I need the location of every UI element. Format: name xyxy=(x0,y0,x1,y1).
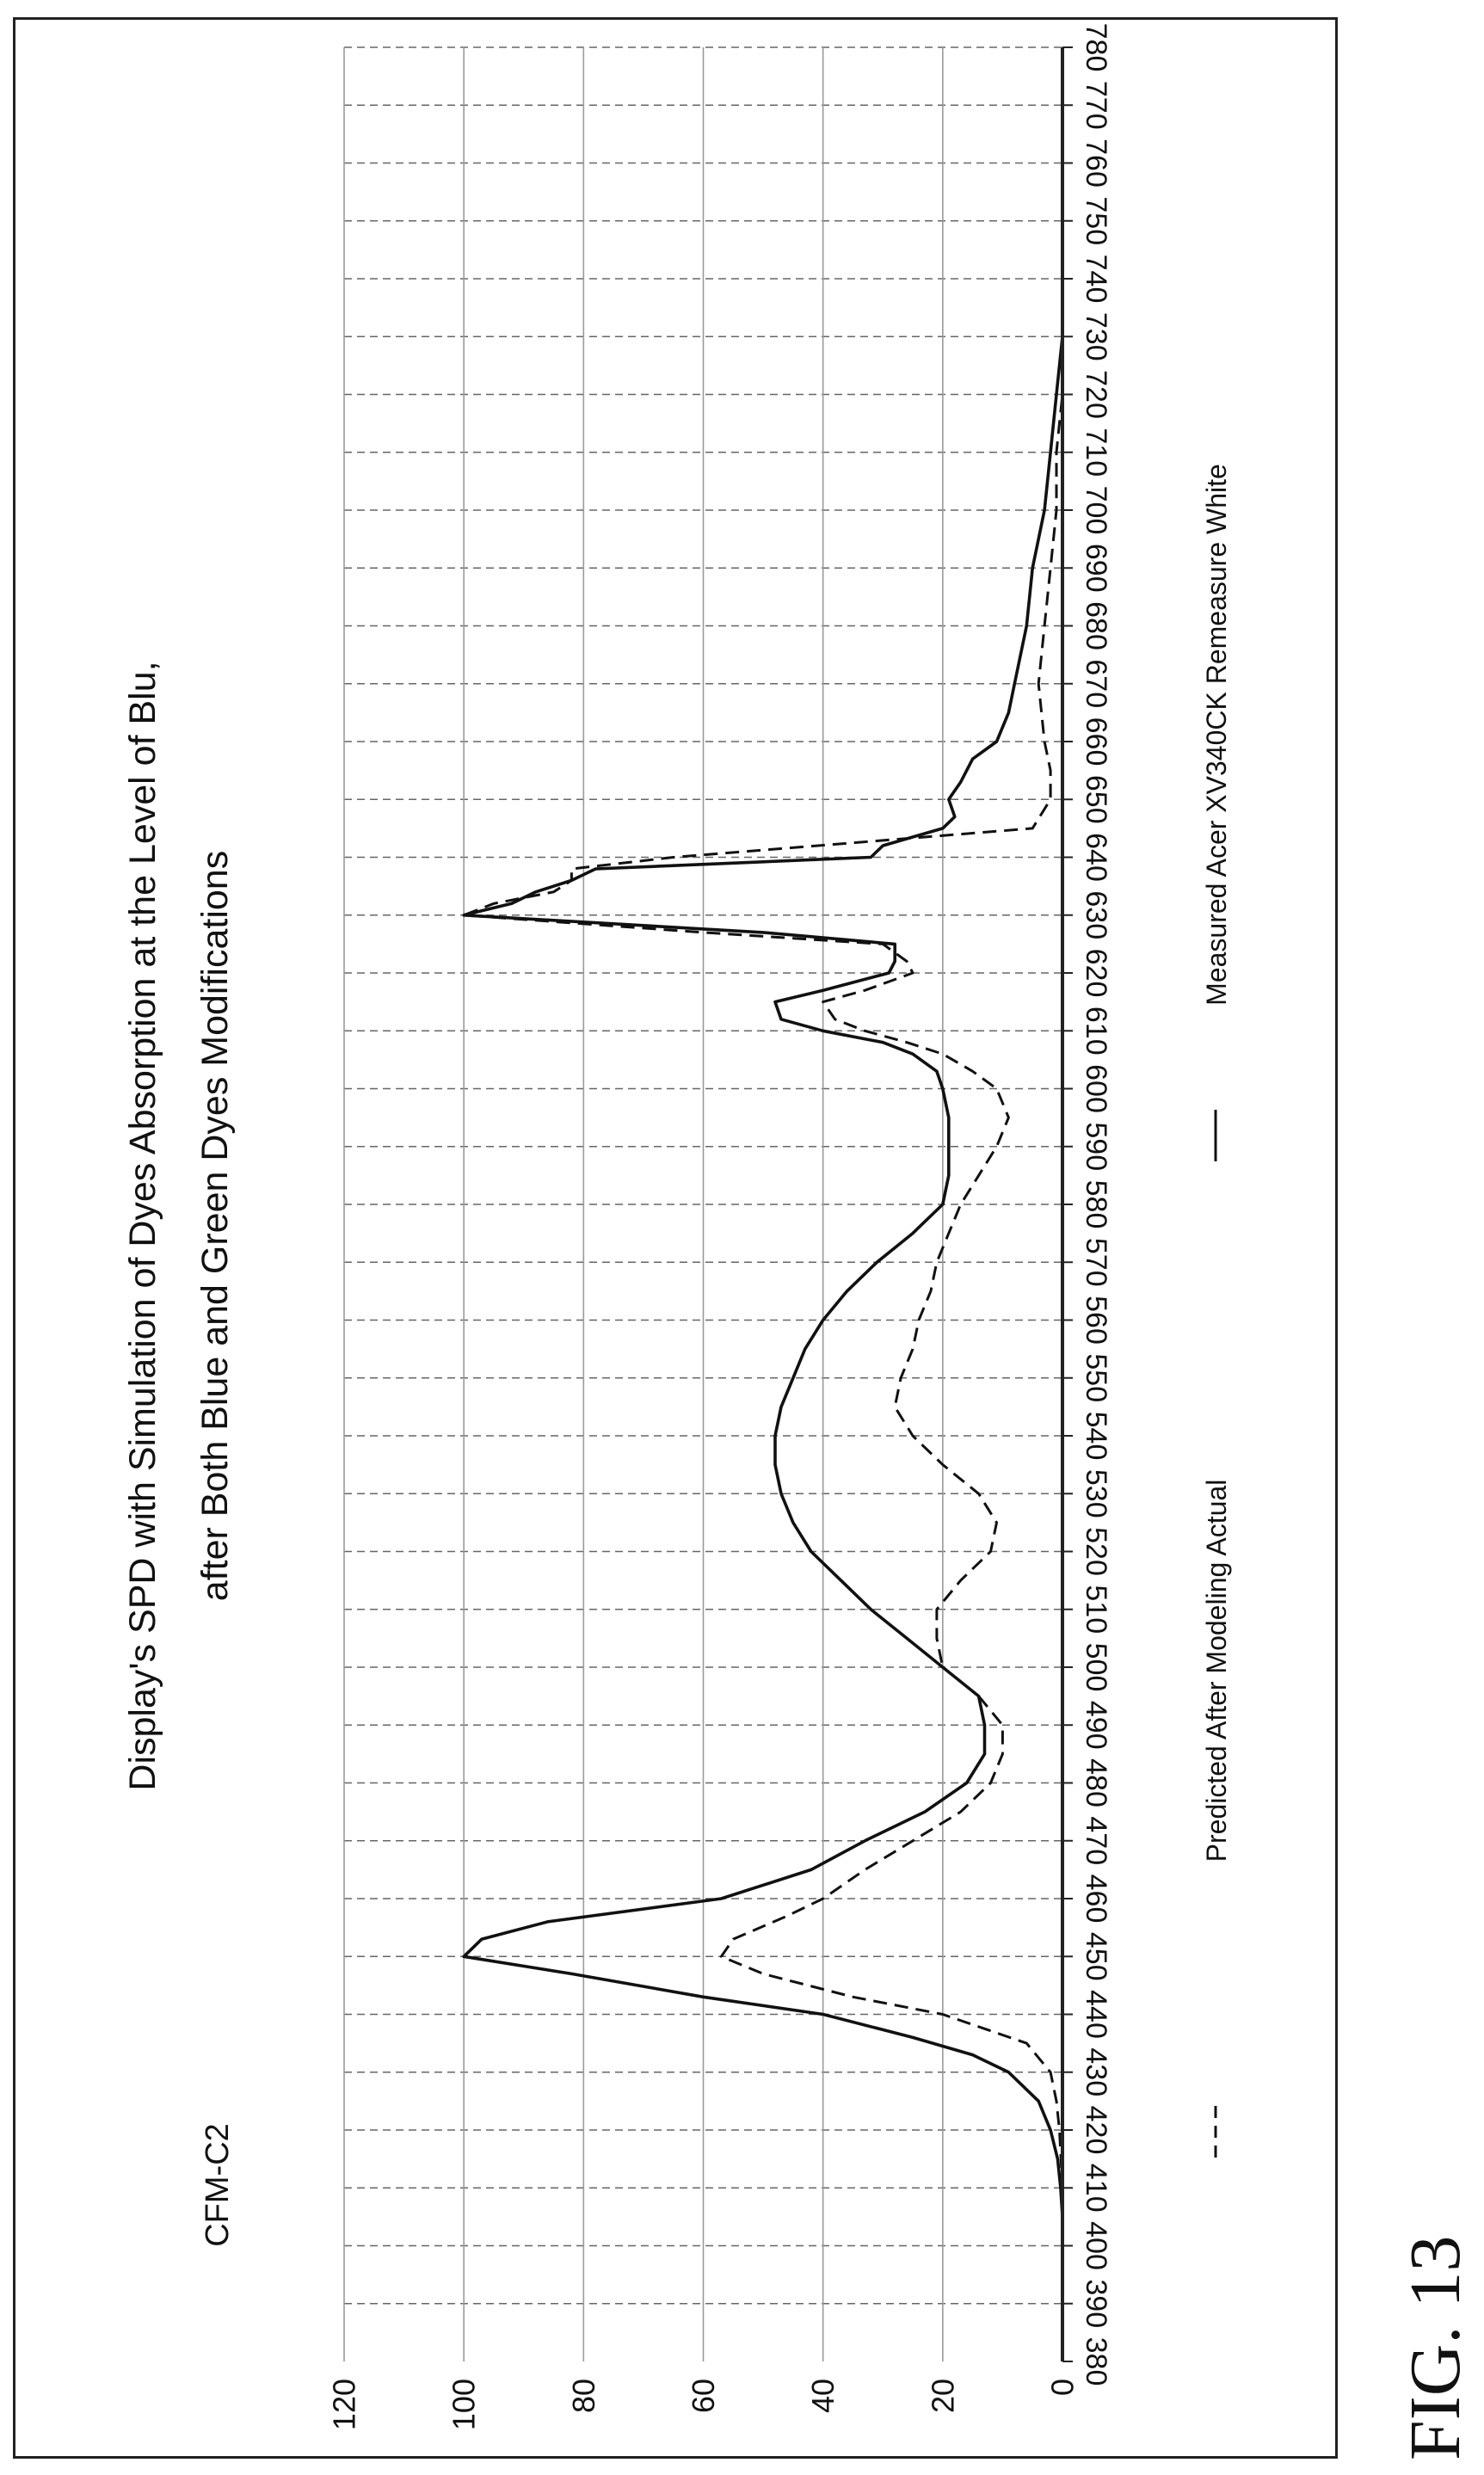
x-tick-label: 660 xyxy=(1080,717,1112,767)
x-tick-label: 620 xyxy=(1080,949,1112,998)
x-tick-label: 700 xyxy=(1080,486,1112,535)
y-tick-label: 0 xyxy=(1045,2379,1081,2396)
x-tick-label: 780 xyxy=(1080,23,1112,72)
legend-item-predicted: Predicted After Modeling Actual xyxy=(1201,1480,1232,2158)
x-tick-label: 710 xyxy=(1080,428,1112,477)
x-tick-label: 750 xyxy=(1080,196,1112,245)
chart-corner-label-group: CFM-C2 xyxy=(200,2123,236,2247)
x-tick-label: 590 xyxy=(1080,1122,1112,1171)
figure-border xyxy=(13,17,1338,2459)
x-tick-label: 720 xyxy=(1080,370,1112,419)
x-tick-label: 510 xyxy=(1080,1585,1112,1634)
x-tick-label: 640 xyxy=(1080,833,1112,882)
x-tick-label: 630 xyxy=(1080,890,1112,939)
x-tick-label: 570 xyxy=(1080,1238,1112,1287)
y-tick-label: 120 xyxy=(327,2379,362,2430)
tick-label-layer: 3803904004104204304404504604704804905005… xyxy=(327,23,1113,2430)
x-tick-label: 690 xyxy=(1080,544,1112,593)
x-tick-label: 730 xyxy=(1080,312,1112,361)
x-tick-label: 770 xyxy=(1080,81,1112,130)
x-tick-label: 740 xyxy=(1080,255,1112,304)
chart-title-line-2: after Both Blue and Green Dyes Modificat… xyxy=(194,851,236,1601)
x-tick-label: 560 xyxy=(1080,1296,1112,1345)
y-tick-label: 20 xyxy=(925,2379,960,2413)
chart-title-line-1: Display's SPD with Simulation of Dyes Ab… xyxy=(122,661,163,1790)
x-tick-label: 600 xyxy=(1080,1064,1112,1113)
x-tick-label: 460 xyxy=(1080,1875,1112,1924)
legend-item-measured: Measured Acer XV340CK Remeasure White xyxy=(1201,464,1232,1161)
x-tick-label: 580 xyxy=(1080,1180,1112,1229)
chart-corner-label: CFM-C2 xyxy=(200,2123,236,2247)
x-tick-label: 540 xyxy=(1080,1412,1112,1461)
x-tick-label: 490 xyxy=(1080,1701,1112,1750)
x-tick-label: 430 xyxy=(1080,2047,1112,2096)
x-tick-label: 400 xyxy=(1080,2221,1112,2270)
x-tick-label: 670 xyxy=(1080,659,1112,708)
y-tick-label: 100 xyxy=(446,2379,482,2430)
x-tick-label: 680 xyxy=(1080,601,1112,650)
x-tick-label: 420 xyxy=(1080,2106,1112,2155)
legend-label-measured: Measured Acer XV340CK Remeasure White xyxy=(1201,464,1232,1006)
x-tick-label: 530 xyxy=(1080,1469,1112,1518)
x-tick-label: 380 xyxy=(1080,2337,1112,2386)
x-tick-label: 610 xyxy=(1080,1007,1112,1056)
y-tick-label: 80 xyxy=(566,2379,601,2413)
x-tick-label: 470 xyxy=(1080,1816,1112,1865)
x-tick-label: 760 xyxy=(1080,139,1112,188)
x-tick-label: 480 xyxy=(1080,1758,1112,1807)
legend: Predicted After Modeling Actual Measured… xyxy=(1201,464,1232,2158)
series-line-measured xyxy=(462,47,1064,2361)
y-tick-label: 40 xyxy=(805,2379,841,2413)
x-tick-label: 500 xyxy=(1080,1643,1112,1692)
y-tick-label: 60 xyxy=(686,2379,721,2413)
chart-title-group: Display's SPD with Simulation of Dyes Ab… xyxy=(122,661,236,1790)
grid-layer xyxy=(343,46,1073,2362)
x-tick-label: 450 xyxy=(1080,1932,1112,1981)
legend-label-predicted: Predicted After Modeling Actual xyxy=(1201,1480,1232,1862)
series-layer xyxy=(462,47,1064,2361)
x-tick-label: 440 xyxy=(1080,1990,1112,2039)
x-tick-label: 410 xyxy=(1080,2164,1112,2213)
x-tick-label: 390 xyxy=(1080,2279,1112,2328)
x-tick-label: 650 xyxy=(1080,775,1112,824)
x-tick-label: 520 xyxy=(1080,1527,1112,1576)
series-line-predicted xyxy=(462,47,1064,2361)
x-tick-label: 550 xyxy=(1080,1353,1112,1402)
